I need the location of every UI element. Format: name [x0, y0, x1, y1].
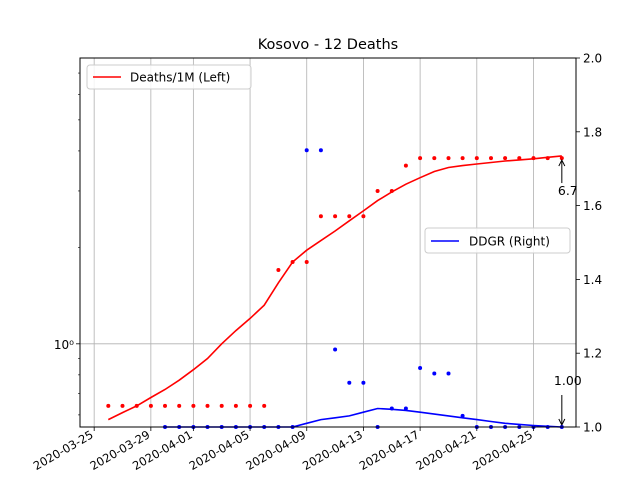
legend-ddgr: DDGR (Right) [424, 227, 571, 254]
series-3-point [460, 413, 465, 418]
y-right-tick-label: 2.0 [583, 52, 602, 66]
x-tick-label: 2020-04-21 [413, 427, 478, 473]
series-1-point [545, 156, 550, 161]
chart-title: Kosovo - 12 Deaths [258, 37, 398, 53]
series-1-point [233, 403, 238, 408]
series-1-point [361, 214, 366, 219]
annotation-label: 6.7 [558, 183, 578, 198]
series-3-point [318, 148, 323, 153]
series-1-point [248, 403, 253, 408]
series-1-point [219, 403, 224, 408]
series-1-point [276, 268, 281, 272]
series-1-point [304, 260, 309, 264]
y-axis-right: 1.0 1.2 1.4 1.6 1.8 2.0 [576, 52, 602, 435]
series-1-point [531, 156, 536, 161]
x-tick-label: 2020-04-09 [243, 427, 308, 473]
legend-deaths-box [86, 64, 252, 90]
series-1-point [389, 189, 394, 193]
series-1-point [191, 403, 196, 408]
series-1-point [375, 189, 380, 193]
series-3-point [361, 380, 366, 385]
series-1-point [432, 156, 437, 161]
x-tick-label: 2020-04-17 [357, 427, 422, 473]
series-3-point [389, 406, 394, 411]
series-1-point [163, 403, 167, 408]
y-right-tick-label: 1.8 [583, 125, 602, 139]
series-1-point [205, 403, 210, 408]
series-1-point [503, 156, 508, 161]
legend-ddgr-box [424, 227, 571, 254]
series-1-point [446, 156, 451, 161]
legend-deaths: Deaths/1M (Left) [86, 64, 252, 90]
y-left-tick-label: 10⁰ [54, 338, 74, 352]
plot-area-frame [79, 57, 577, 428]
series-1-point [120, 403, 125, 408]
y-right-tick-label: 1.0 [583, 421, 602, 435]
x-axis: 2020-03-252020-03-292020-04-012020-04-05… [31, 427, 535, 473]
series-1-point [333, 214, 338, 219]
series-1-point [290, 260, 295, 264]
series-3-point [418, 366, 423, 370]
series-1-point [148, 403, 153, 408]
series-1-point [517, 156, 522, 161]
series-1-point [134, 403, 139, 408]
series-3-point [347, 380, 352, 385]
annotation-arrowhead [558, 158, 566, 167]
series-1-point [559, 156, 564, 161]
series-1-point [347, 214, 352, 219]
y-right-tick-label: 1.6 [583, 199, 602, 213]
y-axis-left: 10⁰ [54, 72, 80, 416]
series-0-line [107, 155, 562, 421]
y-right-tick-label: 1.4 [583, 273, 602, 287]
series-1-point [418, 156, 423, 161]
annotations: 6.7 1.00 [554, 158, 582, 427]
series-3-point [304, 148, 309, 153]
series-layer [106, 148, 564, 429]
x-tick-label: 2020-04-13 [300, 427, 365, 473]
series-1-point [403, 163, 408, 168]
annotation-label: 1.00 [554, 373, 582, 388]
legend-deaths-label: Deaths/1M (Left) [130, 71, 230, 85]
y-right-tick-label: 1.2 [583, 347, 602, 361]
series-3-point [432, 371, 437, 376]
series-3-point [333, 347, 338, 352]
series-1-point [318, 214, 323, 219]
series-1-point [474, 156, 479, 161]
legend-ddgr-label: DDGR (Right) [469, 235, 550, 249]
series-1-point [489, 156, 493, 161]
series-3-point [446, 371, 451, 376]
x-tick-label: 2020-04-05 [187, 427, 252, 473]
x-tick-label: 2020-04-25 [470, 427, 535, 473]
series-1-point [262, 403, 267, 408]
series-1-point [106, 403, 111, 408]
annotation-arrowhead [558, 418, 566, 427]
series-1-point [177, 403, 182, 408]
series-3-point [403, 406, 408, 411]
series-1-point [460, 156, 465, 161]
x-tick-label: 2020-03-25 [31, 427, 96, 473]
